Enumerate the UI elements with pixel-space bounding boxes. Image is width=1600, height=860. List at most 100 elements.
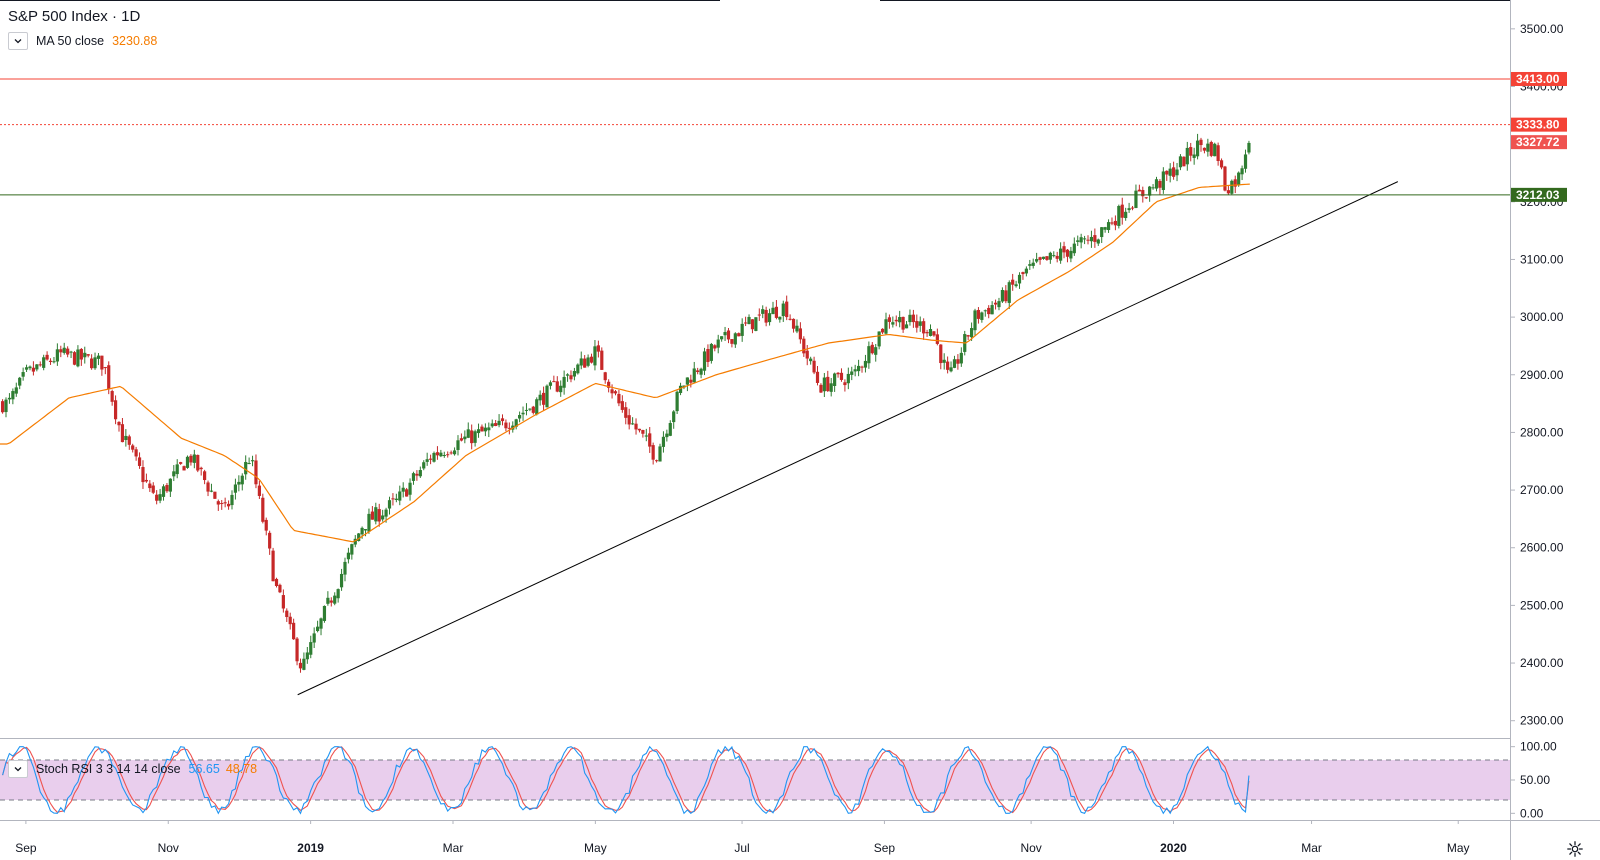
candle-body — [298, 662, 303, 669]
candle-body — [959, 352, 963, 364]
candle-body — [1172, 167, 1176, 177]
y-tick-label: 2700.00 — [1520, 483, 1564, 497]
gear-icon[interactable] — [1566, 840, 1584, 858]
candle-body — [11, 391, 15, 400]
candle-body — [456, 440, 460, 450]
candle-body — [860, 366, 864, 368]
candle-body — [538, 394, 542, 401]
candle-body — [1168, 168, 1172, 176]
candle-body — [278, 584, 282, 593]
candle-body — [14, 387, 18, 394]
candle-body — [394, 498, 398, 500]
candle-body — [651, 445, 655, 460]
candle-body — [600, 350, 604, 370]
candle-body — [339, 573, 344, 588]
candle-body — [100, 355, 104, 370]
candle-body — [226, 503, 231, 507]
candle-body — [1052, 255, 1056, 257]
candle-body — [165, 485, 169, 492]
candle-body — [545, 385, 549, 408]
candle-body — [185, 456, 190, 468]
x-tick-label: Mar — [1301, 841, 1322, 855]
candle-body — [596, 345, 600, 352]
candle-body — [442, 455, 446, 457]
candle-body — [997, 301, 1001, 308]
stoch-tick-label: 0.00 — [1520, 806, 1544, 820]
candle-body — [196, 454, 200, 471]
candle-body — [709, 343, 713, 361]
candle-body — [901, 316, 905, 330]
x-tick-label: Nov — [158, 841, 179, 855]
candle-body — [90, 358, 94, 369]
candle-body — [576, 364, 580, 374]
candle-body — [52, 361, 56, 363]
candle-body — [880, 328, 885, 333]
candle-body — [1216, 145, 1220, 161]
candle-body — [172, 471, 176, 477]
candle-body — [405, 489, 409, 497]
candle-body — [24, 367, 29, 370]
candle-body — [261, 497, 265, 522]
y-tick-label: 2500.00 — [1520, 598, 1564, 612]
candle-body — [1206, 143, 1210, 152]
candle-body — [993, 302, 998, 305]
candle-body — [131, 445, 135, 450]
candle-body — [4, 399, 8, 413]
x-tick-label: Sep — [15, 841, 37, 855]
candle-body — [83, 352, 87, 358]
candle-body — [398, 491, 402, 501]
candle-body — [1059, 248, 1063, 261]
candle-body — [1011, 279, 1015, 285]
candle-body — [942, 359, 946, 363]
candle-body — [631, 423, 635, 425]
candle-body — [483, 427, 487, 432]
candle-body — [428, 458, 433, 460]
candle-body — [1120, 204, 1124, 218]
candle-body — [908, 314, 912, 323]
candle-body — [199, 467, 203, 470]
candle-body — [672, 411, 676, 423]
candle-body — [504, 422, 508, 429]
candle-body — [1237, 172, 1241, 186]
candle-body — [730, 339, 734, 344]
candle-body — [346, 552, 351, 560]
chevron-down-icon[interactable] — [8, 760, 28, 778]
candle-body — [761, 309, 765, 314]
candle-body — [1089, 236, 1094, 242]
candle-body — [1079, 237, 1083, 243]
ma-legend: MA 50 close 3230.88 — [8, 32, 165, 50]
candle-body — [966, 335, 970, 337]
candle-body — [747, 316, 751, 325]
candle-body — [607, 381, 611, 388]
candle-body — [1161, 171, 1165, 190]
y-tick-label: 3500.00 — [1520, 22, 1564, 36]
candle-body — [1004, 290, 1008, 302]
candle-body — [312, 633, 316, 643]
candle-body — [209, 490, 214, 492]
candle-body — [189, 455, 193, 463]
candle-body — [38, 364, 42, 366]
candle-body — [771, 307, 775, 315]
stoch-band — [0, 760, 1510, 800]
candle-body — [692, 368, 696, 383]
candle-body — [555, 381, 559, 392]
ma-value: 3230.88 — [112, 34, 158, 48]
candle-body — [750, 319, 755, 330]
y-tick-label: 2900.00 — [1520, 368, 1564, 382]
candle-body — [507, 427, 511, 429]
candle-body — [110, 391, 114, 402]
candle-body — [867, 346, 871, 364]
candle-body — [257, 485, 261, 496]
candle-body — [846, 373, 850, 384]
candle-body — [1113, 220, 1118, 226]
candle-body — [449, 452, 453, 454]
candle-body — [541, 392, 546, 405]
candle-body — [569, 375, 573, 380]
candle-body — [528, 408, 532, 410]
candle-body — [911, 314, 915, 323]
level-label-box — [1511, 71, 1567, 86]
chevron-down-icon[interactable] — [8, 32, 28, 50]
candle-body — [48, 360, 53, 362]
candle-body — [360, 527, 364, 535]
